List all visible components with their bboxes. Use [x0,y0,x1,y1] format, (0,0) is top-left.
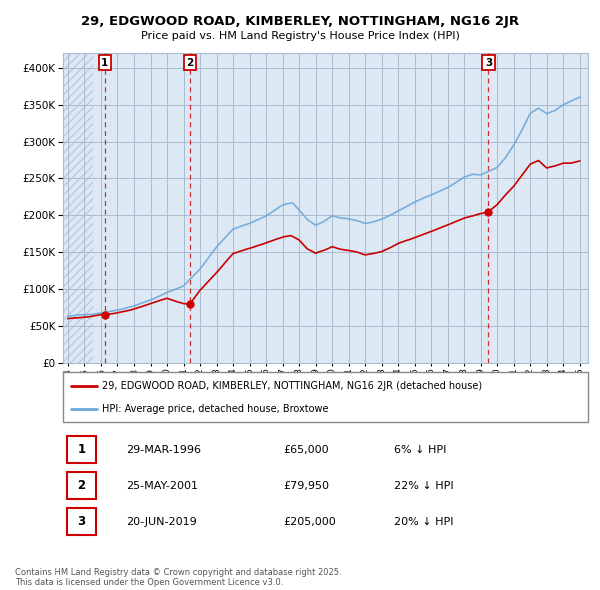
Text: 1: 1 [101,58,109,68]
Text: Price paid vs. HM Land Registry's House Price Index (HPI): Price paid vs. HM Land Registry's House … [140,31,460,41]
Text: 2: 2 [77,479,86,492]
FancyBboxPatch shape [67,508,96,535]
FancyBboxPatch shape [67,472,96,499]
Text: £65,000: £65,000 [284,445,329,454]
Text: 25-MAY-2001: 25-MAY-2001 [126,481,198,491]
Text: 20% ↓ HPI: 20% ↓ HPI [394,517,453,527]
FancyBboxPatch shape [67,436,96,463]
Text: 29, EDGWOOD ROAD, KIMBERLEY, NOTTINGHAM, NG16 2JR: 29, EDGWOOD ROAD, KIMBERLEY, NOTTINGHAM,… [81,15,519,28]
Text: £205,000: £205,000 [284,517,336,527]
Text: 1: 1 [77,443,86,456]
Text: 20-JUN-2019: 20-JUN-2019 [126,517,197,527]
Text: HPI: Average price, detached house, Broxtowe: HPI: Average price, detached house, Brox… [103,404,329,414]
Text: 29, EDGWOOD ROAD, KIMBERLEY, NOTTINGHAM, NG16 2JR (detached house): 29, EDGWOOD ROAD, KIMBERLEY, NOTTINGHAM,… [103,381,482,391]
Text: 6% ↓ HPI: 6% ↓ HPI [394,445,446,454]
Text: 3: 3 [77,515,86,528]
Text: 2: 2 [187,58,194,68]
Text: Contains HM Land Registry data © Crown copyright and database right 2025.
This d: Contains HM Land Registry data © Crown c… [15,568,341,587]
Text: 29-MAR-1996: 29-MAR-1996 [126,445,201,454]
Text: 22% ↓ HPI: 22% ↓ HPI [394,481,454,491]
Text: £79,950: £79,950 [284,481,329,491]
Text: 3: 3 [485,58,492,68]
